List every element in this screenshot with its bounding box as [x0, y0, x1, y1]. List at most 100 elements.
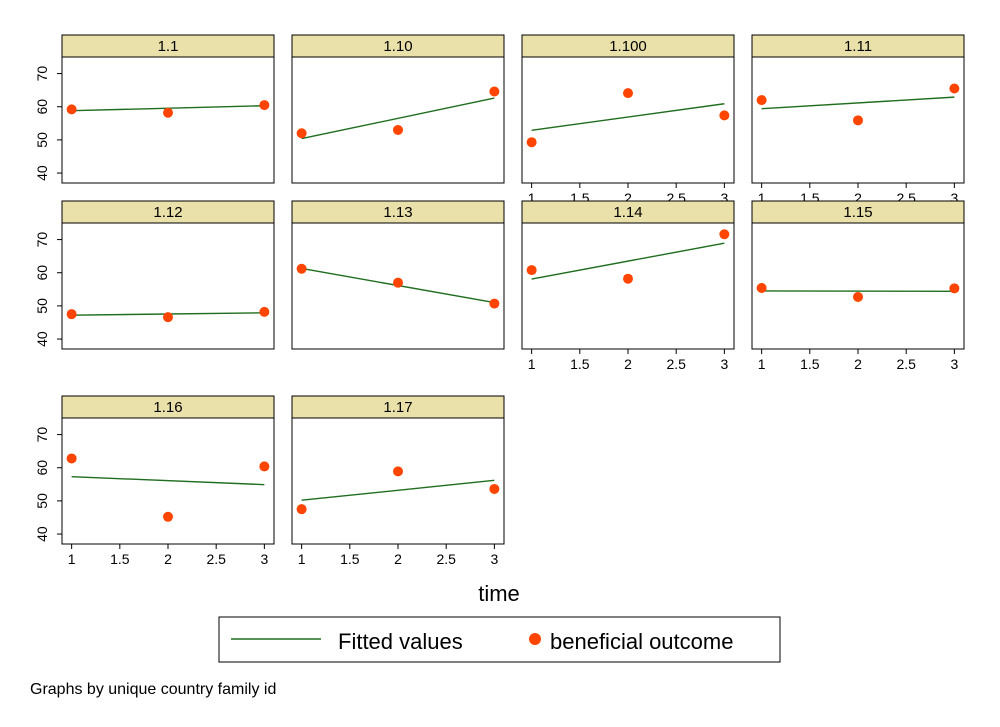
- data-point: [719, 110, 730, 121]
- y-tick-label: 50: [34, 493, 50, 509]
- panel: 1.10: [291, 34, 505, 184]
- y-tick-label: 40: [34, 331, 50, 347]
- data-point: [489, 86, 500, 97]
- y-tick-label: 60: [34, 460, 50, 476]
- x-tick-label: 2.5: [896, 356, 916, 372]
- panel: 1.14 1 1.5 2 2.5 3: [521, 200, 735, 372]
- x-tick-label: 2: [854, 190, 862, 206]
- x-tick-label: 2.5: [666, 356, 686, 372]
- legend-label-outcome: beneficial outcome: [550, 629, 733, 654]
- data-point: [623, 273, 633, 284]
- x-tick-label: 3: [950, 356, 958, 372]
- x-axis-title: time: [478, 581, 520, 606]
- panel-title: 1.1: [158, 38, 179, 55]
- data-point: [66, 104, 77, 115]
- panel-plot-area: [291, 56, 505, 184]
- fitted-line: [761, 96, 955, 110]
- y-tick-label: 60: [34, 265, 50, 281]
- data-point: [756, 282, 767, 293]
- x-tick-label: 3: [950, 190, 958, 206]
- data-point: [853, 115, 863, 126]
- panel-plot-area: [521, 56, 735, 184]
- data-point: [489, 483, 500, 494]
- x-tick-label: 1: [528, 190, 536, 206]
- fitted-line: [301, 479, 495, 501]
- panel-plot-area: [521, 222, 735, 350]
- panel-plot-area: [61, 56, 275, 184]
- x-tick-label: 1: [298, 551, 306, 567]
- x-tick-label: 3: [260, 551, 268, 567]
- data-point: [393, 124, 403, 135]
- data-point: [719, 229, 730, 240]
- by-note: Graphs by unique country family id: [30, 681, 276, 698]
- x-tick-label: 2: [854, 356, 862, 372]
- panel-title: 1.16: [153, 399, 182, 416]
- y-tick-label: 70: [34, 427, 50, 443]
- fitted-line: [71, 475, 265, 486]
- panel: 1.17 1 1.5 2 2.5 3: [291, 395, 505, 567]
- panel-plot-area: [291, 417, 505, 545]
- x-tick-label: 3: [720, 190, 728, 206]
- data-point: [623, 88, 633, 99]
- data-point: [296, 504, 307, 515]
- x-tick-label: 3: [490, 551, 498, 567]
- fitted-line: [301, 97, 495, 140]
- panel-title: 1.15: [843, 204, 872, 221]
- data-point: [393, 466, 403, 477]
- panel-title: 1.17: [383, 399, 412, 416]
- data-point: [296, 128, 307, 139]
- y-tick-label: 40: [34, 165, 50, 181]
- data-point: [163, 107, 173, 118]
- data-point: [393, 277, 403, 288]
- y-tick-label: 50: [34, 298, 50, 314]
- y-tick-label: 50: [34, 132, 50, 148]
- data-point: [949, 283, 960, 294]
- panel-title: 1.100: [609, 38, 647, 55]
- data-point: [526, 137, 537, 148]
- panel: 1.13: [291, 200, 505, 350]
- y-tick-label: 40: [34, 526, 50, 542]
- data-point: [296, 263, 307, 274]
- legend-marker-swatch: [529, 633, 541, 645]
- x-tick-label: 2: [394, 551, 402, 567]
- panel-title: 1.10: [383, 38, 412, 55]
- x-tick-label: 1.5: [340, 551, 360, 567]
- panel-title: 1.11: [844, 38, 872, 55]
- data-point: [259, 461, 270, 472]
- x-tick-label: 2: [624, 356, 632, 372]
- y-tick-label: 70: [34, 232, 50, 248]
- x-tick-label: 2: [624, 190, 632, 206]
- x-tick-label: 1.5: [110, 551, 130, 567]
- fitted-line: [531, 103, 725, 131]
- legend-label-fitted: Fitted values: [338, 629, 463, 654]
- data-point: [163, 312, 173, 323]
- x-tick-label: 1: [758, 190, 766, 206]
- data-point: [259, 100, 270, 111]
- data-point: [526, 265, 537, 276]
- x-tick-label: 2.5: [436, 551, 456, 567]
- x-tick-label: 3: [720, 356, 728, 372]
- x-tick-label: 1: [68, 551, 76, 567]
- y-tick-label: 60: [34, 99, 50, 115]
- data-point: [66, 309, 77, 320]
- panel-plot-area: [751, 222, 965, 350]
- fitted-line: [531, 242, 725, 280]
- data-point: [853, 291, 863, 302]
- panel-plot-area: [61, 222, 275, 350]
- data-point: [949, 83, 960, 94]
- data-point: [756, 95, 767, 106]
- panel-title: 1.12: [153, 204, 182, 221]
- panel: 1.15 1 1.5 2 2.5 3: [751, 200, 965, 372]
- x-tick-label: 1: [758, 356, 766, 372]
- data-point: [489, 298, 500, 309]
- data-point: [259, 306, 270, 317]
- panel-title: 1.14: [613, 204, 642, 221]
- data-point: [66, 453, 77, 464]
- panel-grid: 1.1 40 50 60 70 1.10 1.100 1 1.5 2 2.5 3 1.11 1 1.5 2 2.…: [34, 34, 965, 567]
- x-tick-label: 2: [164, 551, 172, 567]
- x-tick-label: 1: [528, 356, 536, 372]
- panel: 1.16 40 50 60 70 1 1.5 2 2.5 3: [34, 395, 275, 567]
- data-point: [163, 511, 173, 522]
